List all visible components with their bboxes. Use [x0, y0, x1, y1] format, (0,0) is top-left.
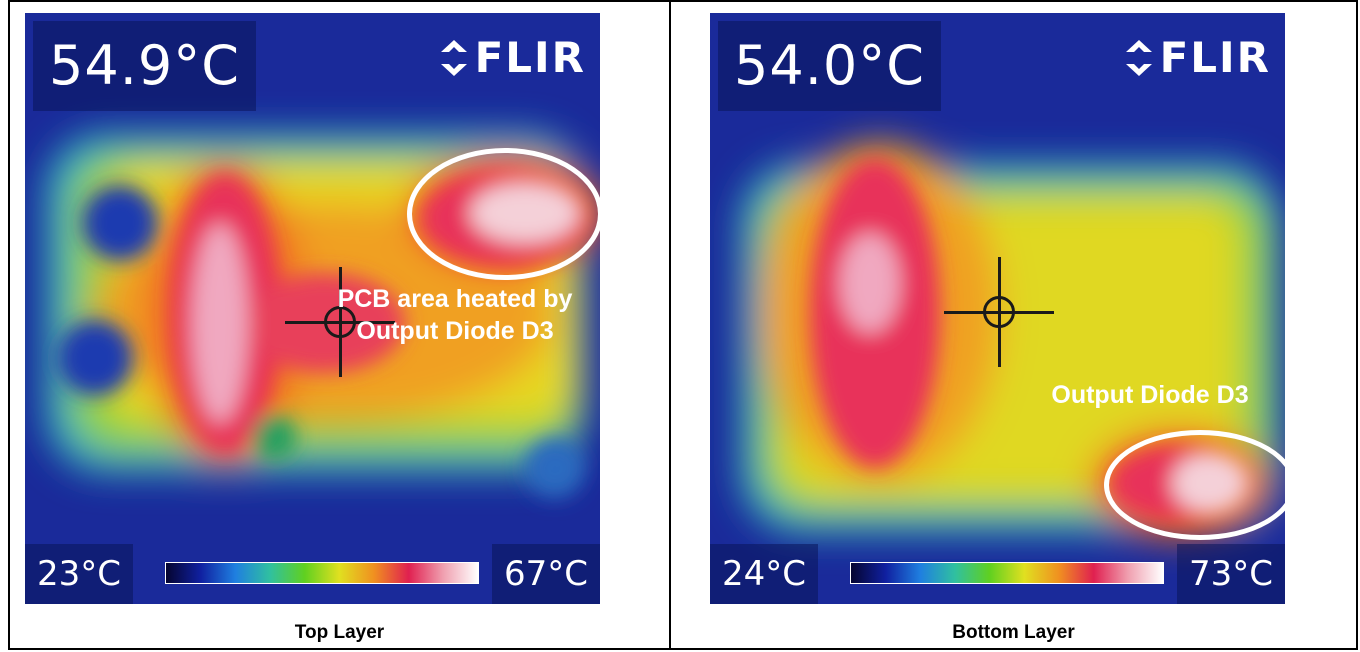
flir-logo: FLIR: [1124, 33, 1271, 82]
color-scale-bar: [850, 562, 1164, 584]
figure-table: 54.9°C FLIR PCB area heated by Output Di…: [8, 0, 1358, 650]
highlight-ellipse-top: [407, 148, 600, 280]
caption-bottom-layer: Bottom Layer: [952, 622, 1075, 643]
flir-logo-text: FLIR: [1159, 33, 1271, 82]
color-scale-bar: [165, 562, 479, 584]
scale-min-label: 23°C: [25, 544, 134, 604]
thermal-image-bottom-layer: 54.0°C FLIR Output Diode D3 24°C 73°C: [710, 13, 1285, 604]
flir-logo-icon: [440, 39, 467, 76]
caption-top-layer: Top Layer: [294, 622, 385, 643]
annotation-line-1: PCB area heated by: [337, 285, 573, 313]
scale-max-label: 67°C: [491, 544, 600, 604]
annotation-line-1: Output Diode D3: [1051, 381, 1249, 409]
center-temperature-readout: 54.0°C: [734, 34, 925, 97]
crosshair-icon: [944, 257, 1054, 367]
panel-bottom-layer: 54.0°C FLIR Output Diode D3 24°C 73°C Bo…: [671, 2, 1356, 648]
temperature-box: 54.9°C: [33, 21, 256, 111]
flir-logo-icon: [1125, 39, 1152, 76]
crosshair-icon: [285, 267, 395, 377]
annotation-pcb-area: PCB area heated by Output Diode D3: [295, 283, 600, 347]
center-temperature-readout: 54.9°C: [49, 34, 240, 97]
temperature-box: 54.0°C: [718, 21, 941, 111]
annotation-line-2: Output Diode D3: [356, 317, 554, 345]
annotation-output-diode: Output Diode D3: [1010, 379, 1285, 411]
table-divider: [669, 2, 671, 648]
flir-logo-text: FLIR: [474, 33, 586, 82]
flir-logo: FLIR: [439, 33, 586, 82]
panel-top-layer: 54.9°C FLIR PCB area heated by Output Di…: [10, 2, 669, 648]
scale-min-label: 24°C: [710, 544, 819, 604]
highlight-ellipse-bottom: [1104, 430, 1285, 540]
scale-max-label: 73°C: [1176, 544, 1285, 604]
thermal-image-top-layer: 54.9°C FLIR PCB area heated by Output Di…: [25, 13, 600, 604]
